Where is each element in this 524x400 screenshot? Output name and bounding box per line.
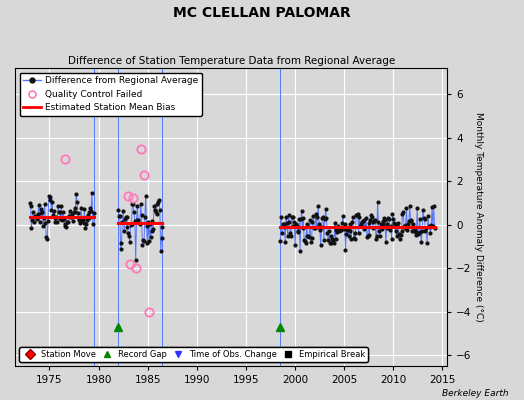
Text: MC CLELLAN PALOMAR: MC CLELLAN PALOMAR [173,6,351,20]
Y-axis label: Monthly Temperature Anomaly Difference (°C): Monthly Temperature Anomaly Difference (… [474,112,483,322]
Text: Berkeley Earth: Berkeley Earth [442,389,508,398]
Title: Difference of Station Temperature Data from Regional Average: Difference of Station Temperature Data f… [68,56,395,66]
Legend: Station Move, Record Gap, Time of Obs. Change, Empirical Break: Station Move, Record Gap, Time of Obs. C… [19,347,368,362]
